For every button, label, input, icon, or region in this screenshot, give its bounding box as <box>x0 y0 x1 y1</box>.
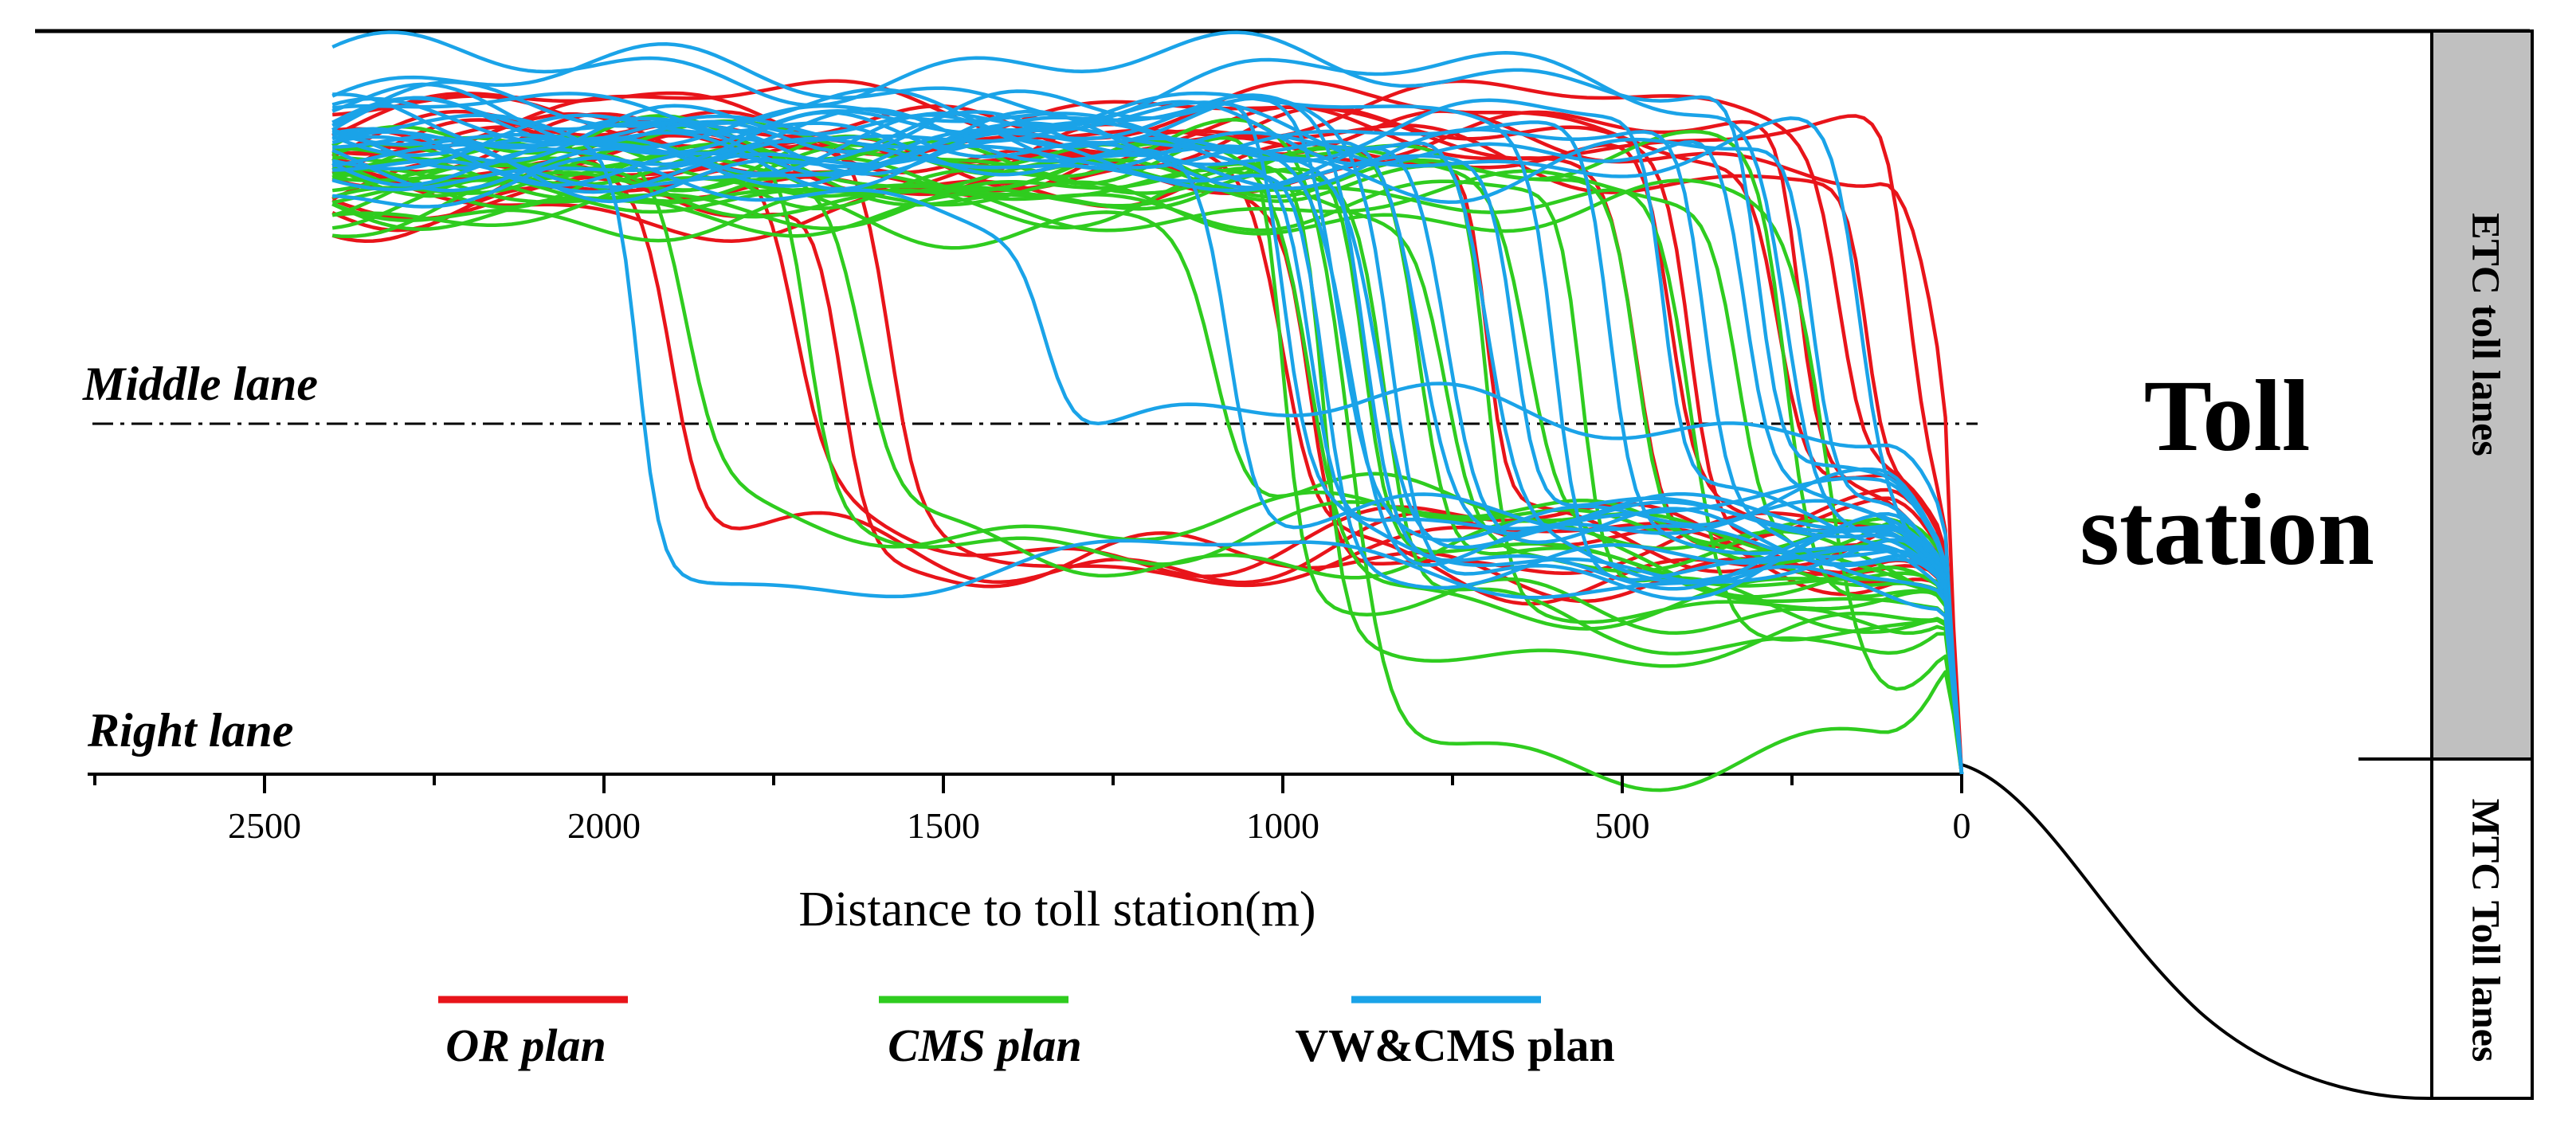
trajectory-or-plan-6 <box>331 136 1964 775</box>
trajectory-vw-cms-plan-15 <box>331 104 1964 775</box>
trajectory-cms-plan-19 <box>331 178 1964 775</box>
trajectory-vw-cms-plan-23 <box>331 96 1964 775</box>
trajectory-vw-cms-plan-14 <box>331 110 1964 775</box>
trajectory-or-plan-4 <box>331 162 1964 775</box>
x-tick-label-0: 0 <box>1953 805 1971 846</box>
trajectory-cms-plan-8 <box>331 150 1964 775</box>
trajectory-or-plan-2 <box>331 143 1964 775</box>
right-lane-label: Right lane <box>87 704 293 757</box>
trajectory-vw-cms-plan-9 <box>331 110 1964 775</box>
toll-station-label-line2: station <box>2080 473 2374 586</box>
middle-lane-label: Middle lane <box>82 358 318 410</box>
trajectory-vw-cms-plan-22 <box>332 109 1964 775</box>
legend-label-or-plan: OR plan <box>445 1019 606 1071</box>
trajectory-vw-cms-plan-20 <box>331 107 1964 775</box>
legend: OR plan CMS plan VW&CMS plan <box>438 996 1615 1071</box>
trajectory-vw-cms-plan-7 <box>332 137 1964 775</box>
trajectory-cms-plan-9 <box>331 143 1964 775</box>
trajectory-vw-cms-plan-6 <box>331 109 1964 775</box>
trajectory-cms-plan-5 <box>332 138 1964 775</box>
x-tick-label-1000: 1000 <box>1246 805 1319 846</box>
trajectory-vw-cms-plan-16 <box>331 136 1964 775</box>
trajectory-or-plan-14 <box>331 131 1964 775</box>
x-axis-label: Distance to toll station(m) <box>798 882 1315 937</box>
trajectory-vw-cms-plan-2 <box>331 113 1964 775</box>
trajectory-or-plan-15 <box>331 109 1964 775</box>
trajectory-vw-cms-plan-17 <box>331 91 1964 775</box>
trajectory-cms-plan-15 <box>331 143 1964 775</box>
trajectory-vw-cms-plan-0 <box>331 30 1964 775</box>
trajectory-cms-plan-2 <box>331 153 1964 775</box>
x-axis-ticks: 2500 2000 1500 1000 500 0 <box>93 774 1971 846</box>
trajectory-cms-plan-16 <box>331 159 1964 775</box>
trajectory-vw-cms-plan-18 <box>331 114 1964 775</box>
trajectory-vw-cms-plan-1 <box>331 42 1964 775</box>
x-tick-label-500: 500 <box>1595 805 1650 846</box>
legend-label-vw-cms-plan: VW&CMS plan <box>1295 1019 1614 1071</box>
trajectory-vw-cms-plan-12 <box>331 96 1964 775</box>
trajectory-or-plan-11 <box>332 112 1964 775</box>
trajectory-vw-cms-plan-21 <box>332 92 1964 775</box>
x-tick-label-1500: 1500 <box>907 805 980 846</box>
legend-label-cms-plan: CMS plan <box>888 1019 1081 1071</box>
trajectory-cms-plan-12 <box>332 134 1964 775</box>
mtc-toll-lanes-label: MTC Toll lanes <box>2464 799 2509 1062</box>
x-tick-label-2000: 2000 <box>567 805 641 846</box>
etc-toll-lanes-box <box>2430 29 2534 761</box>
trajectory-lines <box>331 30 1964 792</box>
trajectory-cms-plan-11 <box>331 166 1964 775</box>
trajectory-vw-cms-plan-4 <box>331 113 1964 775</box>
etc-toll-lanes-label: ETC toll lanes <box>2464 213 2509 456</box>
x-tick-label-2500: 2500 <box>228 805 301 846</box>
trajectory-vw-cms-plan-19 <box>331 87 1964 775</box>
trajectory-or-plan-13 <box>331 158 1964 775</box>
trajectory-cms-plan-4 <box>331 114 1964 775</box>
trajectory-cms-plan-6 <box>331 158 1964 775</box>
toll-station-label-line1: Toll <box>2144 359 2311 472</box>
off-ramp-curve <box>1961 763 2433 1101</box>
trajectory-cms-plan-17 <box>332 169 1964 775</box>
trajectory-or-plan-0 <box>331 163 1964 775</box>
trajectory-vw-cms-plan-3 <box>332 156 1964 775</box>
trajectory-cms-plan-1 <box>331 147 1964 775</box>
trajectory-cms-plan-0 <box>331 135 1964 775</box>
trajectory-cms-plan-13 <box>331 142 1964 775</box>
trajectory-or-plan-1 <box>331 168 1964 775</box>
trajectory-cms-plan-14 <box>331 156 1964 775</box>
